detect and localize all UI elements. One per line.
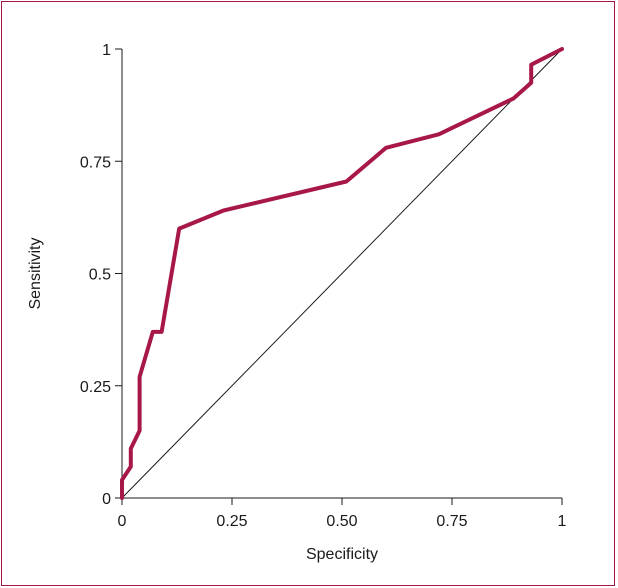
x-tick-label: 0.50: [326, 513, 357, 530]
x-ticks: 0 0.25 0.50 0.75 1: [118, 498, 567, 530]
x-tick-label: 0.25: [216, 513, 247, 530]
y-ticks: 0 0.25 0.5 0.75 1: [80, 42, 122, 508]
y-tick-label: 0.5: [89, 267, 111, 284]
y-tick-label: 1: [102, 42, 111, 59]
series-layer: [120, 47, 564, 500]
y-tick-label: 0: [102, 491, 111, 508]
reference-diagonal-line: [121, 48, 563, 499]
x-axis-label: Specificity: [306, 546, 378, 563]
y-tick-label: 0.75: [80, 154, 111, 171]
x-tick-label: 0.75: [436, 513, 467, 530]
y-axis-label: Sensitivity: [27, 237, 44, 309]
roc-curve-line: [120, 47, 564, 500]
x-tick-label: 0: [118, 513, 127, 530]
x-tick-label: 1: [558, 513, 567, 530]
y-tick-label: 0.25: [80, 379, 111, 396]
